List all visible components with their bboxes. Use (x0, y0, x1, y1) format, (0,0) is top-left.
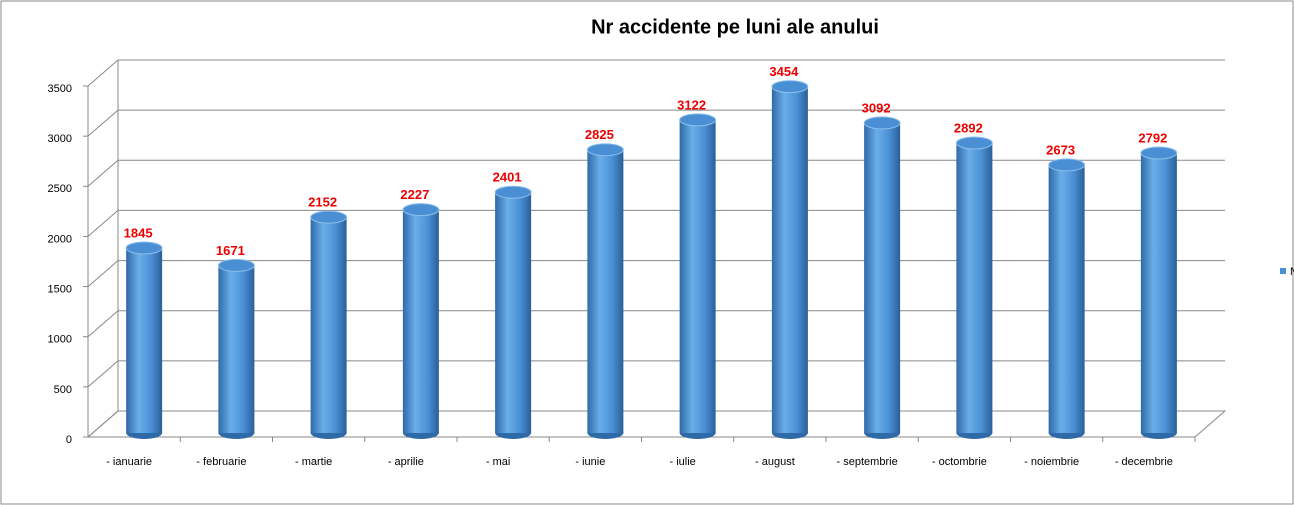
bar-cap (217, 258, 255, 272)
bar-cap (310, 210, 348, 224)
bar-cap (1140, 146, 1178, 160)
bar-cap (1048, 158, 1086, 172)
x-tick-label: - februarie (196, 456, 247, 468)
grid-line (87, 209, 1225, 237)
grid-line (87, 109, 1225, 137)
bar (587, 149, 624, 433)
y-tick-label: 0 (66, 434, 72, 446)
x-tick-label: - ianuarie (106, 456, 153, 468)
bar (679, 119, 716, 434)
bar-cap (402, 203, 440, 217)
x-tick-label: - septembrie (836, 456, 898, 468)
x-tick-label: - noiembrie (1024, 456, 1080, 468)
y-tick-label: 2000 (48, 233, 72, 245)
bar (1140, 153, 1177, 433)
y-tick-label: 500 (54, 384, 72, 396)
x-tick-label: - octombrie (931, 456, 987, 468)
grid-line (87, 260, 1225, 287)
x-tick-label: - iulie (669, 456, 696, 468)
data-label: 2892 (954, 120, 983, 135)
grid-line (87, 59, 1225, 87)
bar (771, 86, 808, 433)
bar (218, 265, 255, 433)
y-tick-label: 3000 (48, 133, 72, 145)
bar (495, 192, 532, 433)
x-tick-label: - decembrie (1114, 456, 1173, 468)
bar (126, 247, 163, 433)
bar-cap (771, 80, 809, 94)
x-tick-label: - aprilie (387, 456, 424, 468)
data-label: 2401 (493, 170, 522, 185)
bar (310, 217, 347, 433)
bar (1048, 164, 1085, 433)
bar-cap (955, 136, 993, 150)
x-tick-label: - august (755, 456, 795, 468)
y-tick-label: 2500 (48, 183, 72, 195)
bar-cap (125, 241, 163, 255)
data-label: 3454 (769, 64, 799, 79)
chart-title: Nr accidente pe luni ale anului (591, 16, 879, 38)
data-label: 1671 (216, 243, 245, 258)
bar (864, 122, 901, 434)
data-label: 3122 (677, 97, 706, 112)
grid-line (87, 410, 1225, 438)
bar (402, 209, 439, 433)
y-tick-label: 3500 (48, 83, 72, 95)
data-label: 2792 (1138, 130, 1167, 145)
bar-cap (863, 116, 901, 130)
bar-cap (494, 185, 532, 199)
grid-line (87, 310, 1225, 338)
bar-cap (679, 113, 717, 127)
data-label: 2152 (308, 195, 337, 210)
x-tick-label: - martie (294, 456, 333, 468)
data-label: 2825 (585, 127, 614, 142)
x-tick-label: - mai (485, 456, 511, 468)
y-tick-label: 1000 (48, 334, 72, 346)
legend-swatch (1280, 268, 1286, 274)
data-label: 3092 (862, 100, 891, 115)
data-label: 2673 (1046, 142, 1075, 157)
x-tick-label: - iunie (575, 456, 606, 468)
data-label: 1845 (124, 225, 153, 240)
bar (956, 142, 993, 434)
data-label: 2227 (400, 187, 429, 202)
legend-label: N (1290, 266, 1294, 278)
grid-line (87, 159, 1225, 187)
y-tick-label: 1500 (48, 283, 72, 295)
grid-line (87, 360, 1225, 388)
bar-cap (586, 143, 624, 157)
